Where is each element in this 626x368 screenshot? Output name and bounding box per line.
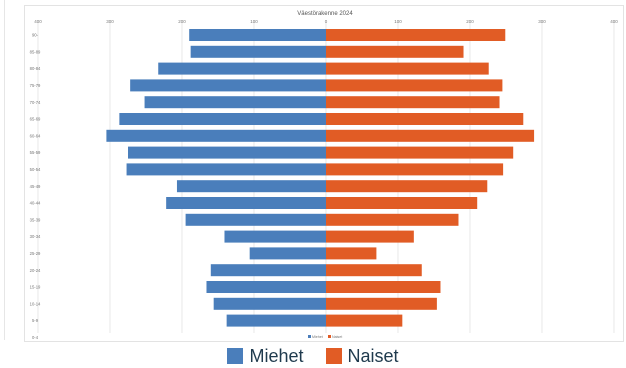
y-category-label: 85-89 (30, 49, 41, 54)
x-tick-label: 0 (325, 19, 328, 24)
chart-title: Väestörakenne 2024 (297, 11, 353, 17)
legend-label-men: Miehet (249, 345, 304, 366)
y-category-label: 5-9 (32, 318, 39, 323)
bar-women (326, 146, 514, 159)
bar-men (144, 96, 326, 109)
y-category-label: 80-84 (30, 66, 41, 71)
bar-women (326, 79, 503, 92)
y-category-label: 55-59 (30, 150, 41, 155)
bar-men (119, 113, 326, 125)
y-category-label: 75-79 (30, 83, 41, 88)
legend-item-women: Naiset (325, 345, 399, 367)
bar-women (326, 113, 524, 125)
bar-women (326, 163, 504, 176)
bar-men (128, 146, 326, 159)
y-category-label: 90- (32, 33, 39, 38)
bar-men (158, 62, 326, 75)
bar-women (326, 197, 478, 209)
bar-men (210, 264, 326, 277)
bar-men (126, 163, 326, 176)
y-category-label: 20-24 (30, 268, 41, 273)
small-legend-label: Miehet (312, 335, 323, 339)
small-legend-swatch (328, 335, 331, 338)
small-legend-label: Naiset (332, 335, 342, 339)
bar-men (106, 129, 327, 142)
y-category-label: 40-44 (30, 201, 41, 206)
y-category-label: 60-64 (30, 133, 41, 138)
x-tick-label: 100 (394, 19, 402, 24)
y-category-label: 10-14 (30, 301, 41, 306)
bar-women (326, 281, 441, 293)
bar-men (176, 180, 326, 193)
x-tick-label: 200 (466, 19, 474, 24)
x-tick-label: 200 (178, 19, 186, 24)
bar-women (326, 264, 422, 277)
x-tick-label: 300 (106, 19, 114, 24)
bar-women (326, 129, 535, 142)
bar-women (326, 213, 459, 226)
adjacent-panel-edge (0, 0, 5, 340)
bar-women (326, 230, 414, 243)
y-category-label: 15-19 (30, 285, 41, 290)
y-category-label: 70-74 (30, 100, 41, 105)
bar-men (226, 314, 326, 327)
chart-area: Väestörakenne 2024 400 300 200 100 0 100 200 300… (24, 5, 624, 342)
bar-women (326, 180, 488, 193)
bar-women (326, 45, 464, 58)
bar-men (206, 281, 326, 293)
bar-men (213, 297, 326, 310)
bar-women (326, 247, 377, 260)
y-category-label: 45-49 (30, 184, 41, 189)
y-category-label: 50-54 (30, 167, 41, 172)
y-category-label: 0-4 (32, 335, 39, 340)
legend-swatch-men (227, 348, 244, 364)
bar-men (190, 45, 326, 58)
bar-women (326, 96, 500, 109)
bar-women (326, 297, 437, 310)
x-tick-label: 100 (250, 19, 258, 24)
x-tick-label: 300 (538, 19, 546, 24)
y-category-label: 65-69 (30, 117, 41, 122)
bar-men (130, 79, 326, 92)
y-category-label: 35-39 (30, 217, 41, 222)
legend-item-men: Miehet (227, 345, 304, 367)
bar-men (224, 230, 326, 243)
x-tick-label: 400 (34, 19, 42, 24)
legend-label-women: Naiset (347, 345, 399, 366)
bar-women (326, 314, 403, 327)
small-legend-swatch (308, 335, 311, 338)
chart-legend-large: Miehet Naiset (0, 344, 626, 368)
bar-women (326, 29, 506, 41)
bar-women (326, 62, 489, 75)
legend-swatch-women (325, 348, 342, 364)
bar-men (189, 29, 326, 41)
bar-men (166, 197, 326, 209)
y-category-label: 30-34 (30, 234, 41, 239)
bar-men (185, 213, 326, 226)
x-tick-label: 400 (610, 19, 618, 24)
y-category-label: 25-29 (30, 251, 41, 256)
population-pyramid-chart: Väestörakenne 2024 400 300 200 100 0 100 200 300… (30, 11, 619, 340)
bar-men (249, 247, 326, 260)
